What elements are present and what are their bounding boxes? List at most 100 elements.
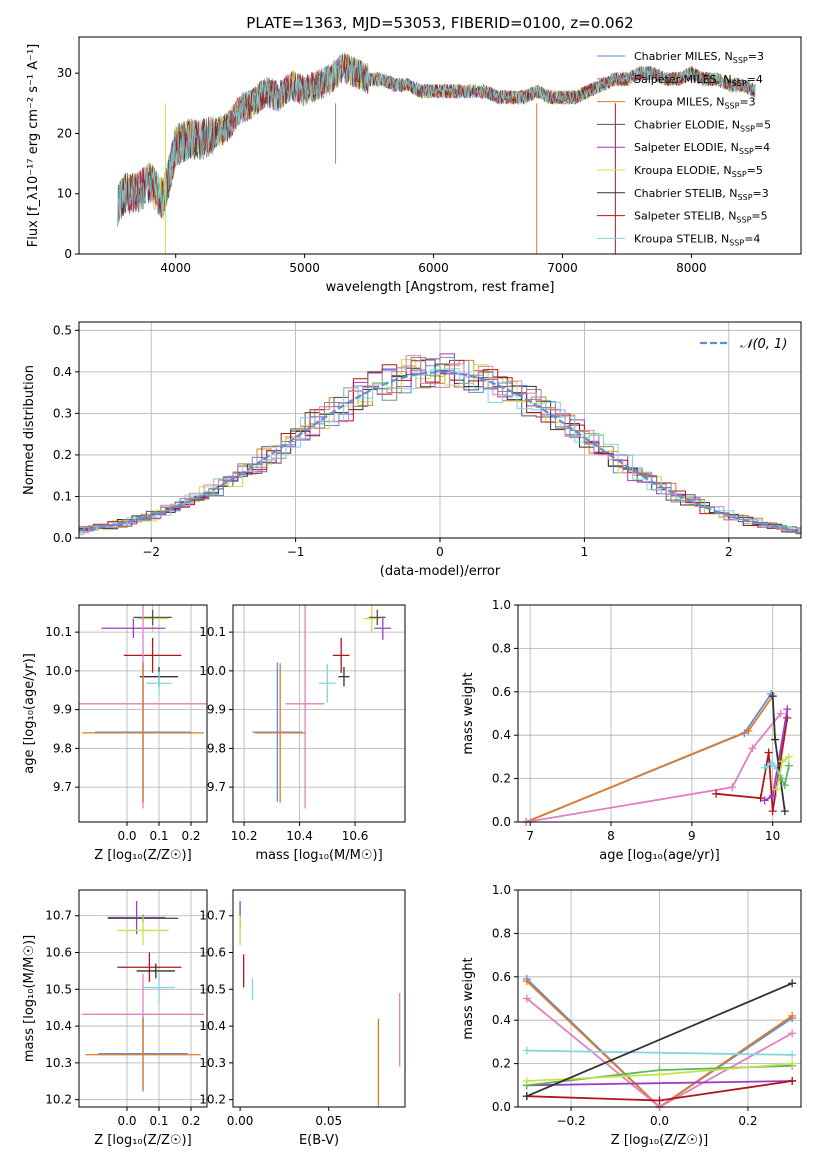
mass-weight-marker: [776, 709, 785, 718]
plot-frame: [78, 604, 208, 823]
plot-frame: [517, 889, 802, 1108]
mass-weight-marker: [768, 791, 777, 800]
gaussian-curve: [78, 371, 802, 532]
age-vs-Z-panel: 0.0 0.1 0.2 9.7 9.8 9.9 10.0 10.1 Z [log₁₀(Z/Z☉)…: [22, 604, 208, 863]
mass-weight-marker: [522, 1076, 531, 1085]
mass-weight-line: [526, 1080, 793, 1087]
figure-title: PLATE=1363, MJD=53053, FIBERID=0100, z=0…: [246, 14, 633, 32]
mass-weight-marker: [655, 1096, 664, 1105]
y-tick-label: 9.7: [53, 780, 72, 794]
mass-weight-line: [764, 762, 784, 780]
y-tick-label: 0.6: [492, 685, 511, 699]
y-tick-label: 9.9: [207, 703, 226, 717]
x-axis-label: mass [log₁₀(M/M☉)]: [255, 848, 382, 863]
y-tick-label: 9.7: [207, 780, 226, 794]
axes-mass-weight-vs-age: 7 8 9 10 0.0 0.2 0.4 0.6 0.8 1.0 age [log₁₀(age/yr…: [461, 598, 801, 863]
x-tick-label: 0.05: [315, 1114, 342, 1128]
axes-mass-vs-Z: 0.0 0.1 0.2 10.2 10.3 10.4 10.5 10.6 10.7 Z [log₁…: [22, 890, 207, 1148]
mass-weight-marker: [744, 726, 753, 735]
x-tick-label: 2: [725, 545, 733, 559]
x-tick-label: 8000: [676, 261, 707, 275]
x-tick-label: 7: [526, 829, 534, 843]
y-tick-label: 0.2: [53, 448, 72, 462]
legend-entry: Kroupa ELODIE, NSSP=5: [634, 164, 763, 179]
mass-weight-marker: [760, 763, 769, 772]
x-tick-label: −1: [287, 545, 305, 559]
mass-weight-marker: [522, 977, 531, 986]
x-axis-label: age [log₁₀(age/yr)]: [599, 848, 720, 863]
residual-histogram: [79, 368, 801, 536]
mass-weight-line: [526, 982, 793, 1098]
age-vs-mass-panel: 10.2 10.4 10.6 9.7 9.8 9.9 10.0 10.1 mass [log₁₀…: [199, 604, 406, 863]
legend-entry: Kroupa MILES, NSSP=3: [634, 96, 756, 111]
plot-frame: [78, 889, 208, 1108]
y-tick-label: 10: [57, 187, 72, 201]
axes-mass-weight-vs-Z: −0.2 0.0 0.2 0.0 0.2 0.4 0.6 0.8 1.0 Z [log₁₀(Z/Z…: [461, 883, 801, 1148]
y-tick-label: 10.4: [45, 1019, 72, 1033]
y-tick-label: 0.3: [53, 406, 72, 420]
x-tick-label: 0: [436, 545, 444, 559]
y-tick-label: 9.8: [53, 741, 72, 755]
y-tick-label: 10.5: [45, 982, 72, 996]
x-axis-label: Z [log₁₀(Z/Z☉)]: [94, 1133, 191, 1148]
y-tick-label: 10.0: [45, 664, 72, 678]
axes-age-vs-mass: 10.2 10.4 10.6 9.7 9.8 9.9 10.0 10.1 mass [log₁₀…: [199, 605, 405, 863]
y-tick-label: 9.9: [53, 703, 72, 717]
y-tick-label: 0.0: [492, 1100, 511, 1114]
mass-weight-marker: [756, 794, 765, 803]
x-axis-label: Z [log₁₀(Z/Z☉)]: [611, 1133, 708, 1148]
mass-weight-vs-Z-panel: −0.2 0.0 0.2 0.0 0.2 0.4 0.6 0.8 1.0 Z [log₁₀(Z/Z…: [461, 883, 802, 1148]
legend-entry: Salpeter MILES, NSSP=4: [634, 73, 763, 88]
axes-age-vs-Z: 0.0 0.1 0.2 9.7 9.8 9.9 10.0 10.1 Z [log₁₀(Z/Z☉)…: [22, 605, 207, 863]
y-tick-label: 0.2: [492, 772, 511, 786]
y-axis-label: age [log₁₀(age/yr)]: [22, 653, 37, 774]
mass-weight-marker: [788, 1076, 797, 1085]
mass-weight-marker: [788, 1050, 797, 1059]
y-tick-label: 0.8: [492, 641, 511, 655]
y-axis-label: Flux [f_λ10⁻¹⁷ erg cm⁻² s⁻¹ A⁻¹]: [26, 44, 41, 248]
mass-weight-marker: [780, 781, 789, 790]
mass-weight-marker: [788, 979, 797, 988]
mass-weight-marker: [788, 1029, 797, 1038]
plot-frame: [78, 321, 802, 539]
plot-frame: [232, 889, 406, 1108]
y-tick-label: 10.4: [199, 1019, 226, 1033]
legend-entry: Chabrier STELIB, NSSP=3: [634, 187, 769, 202]
mass-weight-marker: [770, 761, 779, 770]
x-tick-label: 9: [688, 829, 696, 843]
mass-weight-marker: [712, 789, 721, 798]
plot-frame: [232, 604, 406, 823]
x-tick-label: −0.2: [556, 1114, 585, 1128]
y-tick-label: 20: [57, 126, 72, 140]
mass-weight-vs-age-panel: 7 8 9 10 0.0 0.2 0.4 0.6 0.8 1.0 age [log₁₀(age/yr…: [461, 598, 802, 863]
y-axis-label: mass weight: [461, 672, 476, 754]
residuals-panel: −2 −1 0 1 2 0.0 0.1 0.2 0.3 0.4 0.5 (data-model)/er…: [22, 321, 802, 579]
y-tick-label: 0.0: [492, 815, 511, 829]
x-tick-label: 0.1: [149, 829, 168, 843]
mass-weight-marker: [768, 807, 777, 816]
x-tick-label: 4000: [160, 261, 191, 275]
mass-weight-marker: [748, 744, 757, 753]
y-axis-label: Normed distribution: [22, 365, 37, 495]
mass-vs-Z-panel: 0.0 0.1 0.2 10.2 10.3 10.4 10.5 10.6 10.7 Z [log₁…: [22, 889, 208, 1148]
mass-vs-EBV-panel: 0.00 0.05 10.2 10.3 10.4 10.5 10.6 10.7 E(B-V): [199, 889, 406, 1148]
mass-weight-marker: [788, 1059, 797, 1068]
mass-weight-marker: [788, 1011, 797, 1020]
x-tick-label: 6000: [418, 261, 449, 275]
legend-entry: 𝒩(0, 1): [740, 337, 787, 352]
x-tick-label: 10.4: [286, 829, 313, 843]
mass-weight-marker: [522, 1092, 531, 1101]
mass-weight-marker: [522, 1046, 531, 1055]
y-tick-label: 0.2: [492, 1057, 511, 1071]
x-tick-label: 0.2: [738, 1114, 757, 1128]
mass-weight-line: [525, 712, 782, 823]
x-tick-label: 5000: [289, 261, 320, 275]
plot-frame: [517, 604, 802, 823]
mass-weight-marker: [764, 748, 773, 757]
mass-weight-line: [525, 693, 772, 823]
x-tick-label: 0.0: [117, 1114, 136, 1128]
y-tick-label: 10.6: [199, 946, 226, 960]
y-tick-label: 0: [64, 247, 72, 261]
x-tick-label: 10.6: [342, 829, 369, 843]
